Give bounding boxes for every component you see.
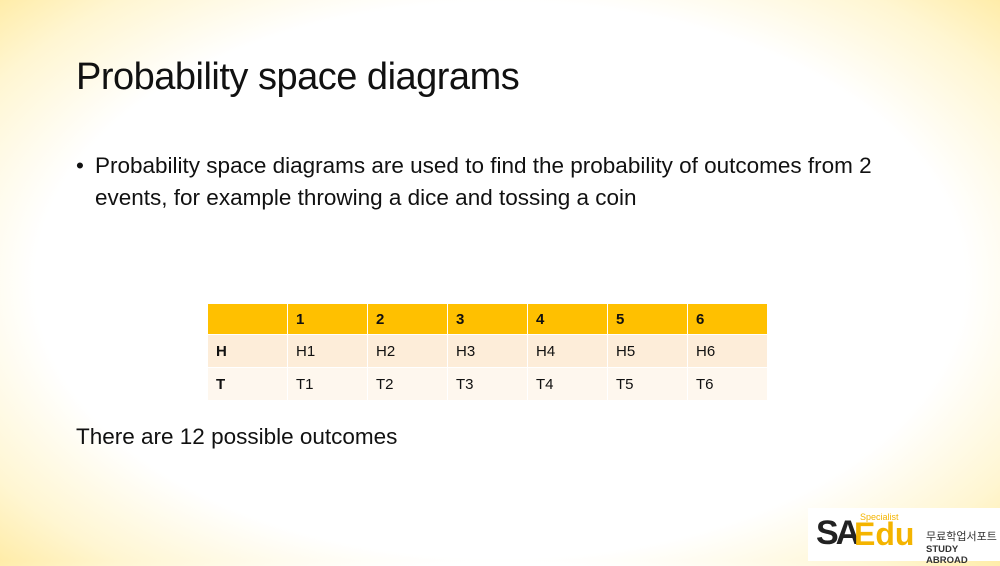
cell: H1: [287, 334, 368, 368]
header-cell: 6: [687, 303, 768, 335]
conclusion: There are 12 possible outcomes: [76, 424, 398, 449]
header-cell: 3: [447, 303, 528, 335]
logo-subtitle: STUDY ABROAD: [926, 544, 968, 566]
logo-tag: Specialist: [860, 512, 899, 522]
cell: T1: [287, 367, 368, 401]
header-cell: 1: [287, 303, 368, 335]
header-cell: 5: [607, 303, 688, 335]
bullet: • Probability space diagrams are used to …: [76, 150, 926, 214]
cell: T6: [687, 367, 768, 401]
cell: T3: [447, 367, 528, 401]
header-row: 1 2 3 4 5 6: [207, 303, 768, 335]
cell: T2: [367, 367, 448, 401]
logo: SA Specialist Edu 무료학업서포트 STUDY ABROAD: [808, 508, 1000, 566]
bullet-text: Probability space diagrams are used to f…: [95, 153, 872, 210]
logo-mark: Edu: [854, 516, 915, 552]
cell: H3: [447, 334, 528, 368]
logo-korean: 무료학업서포트: [926, 531, 997, 543]
cell: H2: [367, 334, 448, 368]
corner-cell: [207, 303, 288, 335]
header-cell: 2: [367, 303, 448, 335]
cell: H5: [607, 334, 688, 368]
header-cell: 4: [527, 303, 608, 335]
cell: H4: [527, 334, 608, 368]
row-label: T: [207, 367, 288, 401]
row-label: H: [207, 334, 288, 368]
cell: T4: [527, 367, 608, 401]
row: H H1 H2 H3 H4 H5 H6: [207, 334, 768, 368]
cell: H6: [687, 334, 768, 368]
bullet-dot: •: [76, 153, 84, 178]
row: T T1 T2 T3 T4 T5 T6: [207, 367, 768, 401]
probability-table: 1 2 3 4 5 6 H H1 H2 H3 H4 H5 H6 T T1 T2 …: [207, 303, 768, 401]
cell: T5: [607, 367, 688, 401]
logo-mark: SA: [816, 514, 860, 552]
slide-title: Probability space diagrams: [76, 56, 520, 98]
